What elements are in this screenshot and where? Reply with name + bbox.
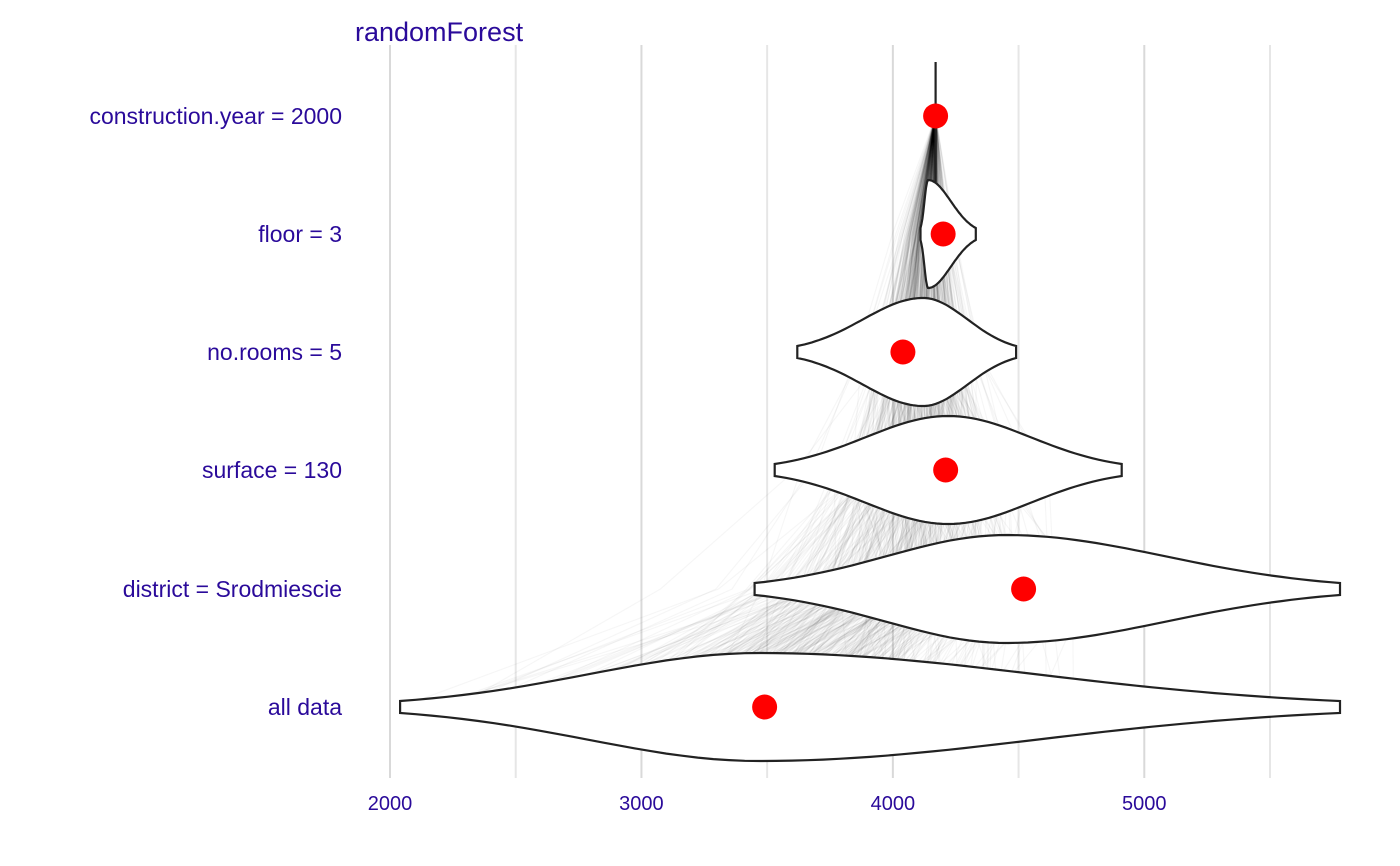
prediction-points [752, 103, 1037, 720]
point-all-data [752, 694, 778, 720]
x-axis-tick-labels: 2000 3000 4000 5000 [368, 793, 1167, 815]
point-construction-year-2000 [923, 103, 949, 129]
chart-title: randomForest [355, 17, 524, 47]
point-no-rooms-5 [890, 339, 916, 365]
y-label: all data [268, 694, 342, 720]
x-tick-label: 2000 [368, 793, 413, 815]
y-axis-labels: all data district = Srodmiescie surface = … [89, 103, 342, 720]
y-label: district = Srodmiescie [123, 576, 342, 602]
y-label: surface = 130 [202, 457, 342, 483]
point-floor-3 [930, 221, 956, 247]
y-label: no.rooms = 5 [207, 339, 342, 365]
x-tick-label: 5000 [1122, 793, 1167, 815]
violin-all-data [399, 651, 1342, 763]
point-district-srodmiescie [1011, 576, 1037, 602]
y-label: construction.year = 2000 [89, 103, 342, 129]
violin-district-srodmiescie [753, 533, 1342, 645]
x-tick-label: 4000 [871, 793, 916, 815]
trace-line [456, 116, 935, 707]
point-surface-130 [933, 457, 959, 483]
x-tick-label: 3000 [619, 793, 664, 815]
grid-lines [389, 45, 1271, 778]
trace-line [456, 116, 936, 707]
violins [399, 62, 1342, 763]
y-label: floor = 3 [258, 221, 342, 247]
